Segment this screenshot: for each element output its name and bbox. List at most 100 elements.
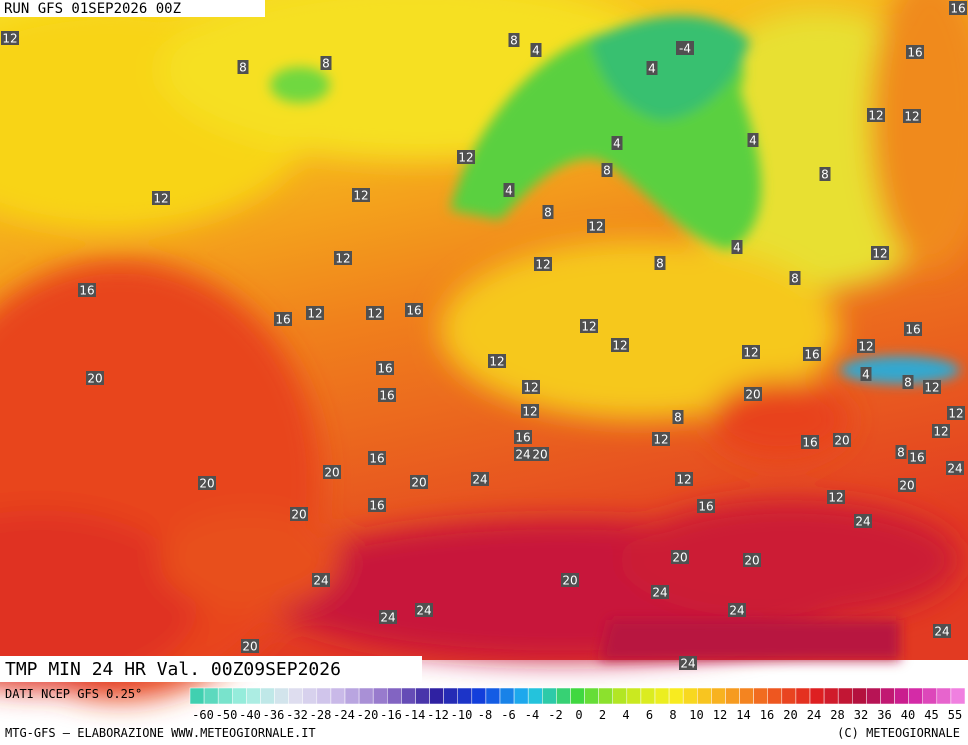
color-swatch <box>527 687 543 705</box>
run-label: RUN GFS 01SEP2026 00Z <box>4 1 181 17</box>
label-box <box>947 406 965 420</box>
legend-tick-label: 16 <box>760 708 774 722</box>
color-swatch <box>640 687 656 705</box>
map-label: 12 <box>868 109 883 123</box>
map-label: -4 <box>679 42 691 56</box>
map-label: 12 <box>743 346 758 360</box>
color-swatch <box>584 687 599 705</box>
map-label: 12 <box>2 32 17 46</box>
color-swatch <box>809 687 825 705</box>
map-label: 20 <box>87 372 102 386</box>
label-box <box>906 45 924 59</box>
label-box <box>895 445 907 459</box>
map-label: 8 <box>904 376 912 390</box>
label-box <box>376 361 394 375</box>
label-box <box>867 108 885 122</box>
color-swatch <box>443 687 458 705</box>
map-label: 12 <box>535 258 550 272</box>
legend-tick-label: -8 <box>478 708 492 722</box>
legend-tick-label: -2 <box>548 708 562 722</box>
map-label: 16 <box>275 313 290 327</box>
legend-tick-label: 12 <box>713 708 727 722</box>
label-box <box>561 573 579 587</box>
map-label: 20 <box>242 640 257 654</box>
map-label: 24 <box>472 473 487 487</box>
legend-tick-label: -28 <box>310 708 332 722</box>
legend-tick-label: 10 <box>689 708 703 722</box>
map-label: 16 <box>905 323 920 337</box>
color-swatch <box>344 687 360 705</box>
map-label: 24 <box>680 657 695 671</box>
map-label: 12 <box>458 151 473 165</box>
legend-tick-label: 45 <box>924 708 938 722</box>
color-swatch <box>246 687 261 705</box>
label-box <box>320 56 332 70</box>
color-swatch <box>880 687 895 705</box>
label-box <box>728 603 746 617</box>
map-label: 8 <box>544 206 552 220</box>
color-swatch <box>358 687 374 705</box>
label-box <box>903 109 921 123</box>
map-title: TMP MIN 24 HR Val. 00Z09SEP2026 <box>5 659 341 680</box>
map-label: 16 <box>515 431 530 445</box>
label-box <box>744 387 762 401</box>
color-swatch <box>894 687 909 705</box>
map-label: 12 <box>523 381 538 395</box>
color-swatch <box>415 687 430 705</box>
label-box <box>306 306 324 320</box>
map-label: 16 <box>909 451 924 465</box>
source-text: DATI NCEP GFS 0.25° <box>5 687 142 701</box>
map-label: 24 <box>855 515 870 529</box>
map-label: 24 <box>515 448 530 462</box>
color-swatch <box>217 687 233 705</box>
map-label: 8 <box>791 272 799 286</box>
map-label: 20 <box>744 554 759 568</box>
map-label: 4 <box>648 62 656 76</box>
map-label: 16 <box>804 348 819 362</box>
label-box <box>652 432 670 446</box>
color-swatch <box>697 687 712 705</box>
map-label: 16 <box>369 452 384 466</box>
map-label: 20 <box>324 466 339 480</box>
legend-tick-label: 0 <box>575 708 582 722</box>
color-swatch <box>598 687 613 705</box>
color-swatch <box>316 687 332 705</box>
map-label: 12 <box>653 433 668 447</box>
label-box <box>904 322 922 336</box>
map-label: 16 <box>79 284 94 298</box>
color-swatch <box>401 687 416 705</box>
map-label: 12 <box>872 247 887 261</box>
label-box <box>522 380 540 394</box>
label-box <box>789 271 801 285</box>
label-box <box>587 219 605 233</box>
label-box <box>679 656 697 670</box>
label-box <box>334 251 352 265</box>
color-swatch <box>570 687 585 705</box>
color-swatch <box>866 687 881 705</box>
label-box <box>405 303 423 317</box>
map-label: 8 <box>656 257 664 271</box>
color-swatch <box>485 687 501 705</box>
map-label: 20 <box>562 574 577 588</box>
map-label: 20 <box>291 508 306 522</box>
legend-tick-label: -12 <box>427 708 449 722</box>
label-box <box>654 256 666 270</box>
label-box <box>241 639 259 653</box>
map-label: 12 <box>828 491 843 505</box>
label-box <box>521 404 539 418</box>
color-swatch <box>612 687 628 705</box>
map-label: 24 <box>313 574 328 588</box>
legend-tick-label: -6 <box>501 708 515 722</box>
label-box <box>672 410 684 424</box>
map-label: 16 <box>907 46 922 60</box>
color-swatch <box>302 687 318 705</box>
label-box <box>676 41 694 55</box>
label-box <box>671 550 689 564</box>
label-box <box>152 191 170 205</box>
color-swatch <box>232 687 247 705</box>
map-label: 16 <box>698 500 713 514</box>
color-swatch <box>330 687 346 705</box>
label-box <box>857 339 875 353</box>
